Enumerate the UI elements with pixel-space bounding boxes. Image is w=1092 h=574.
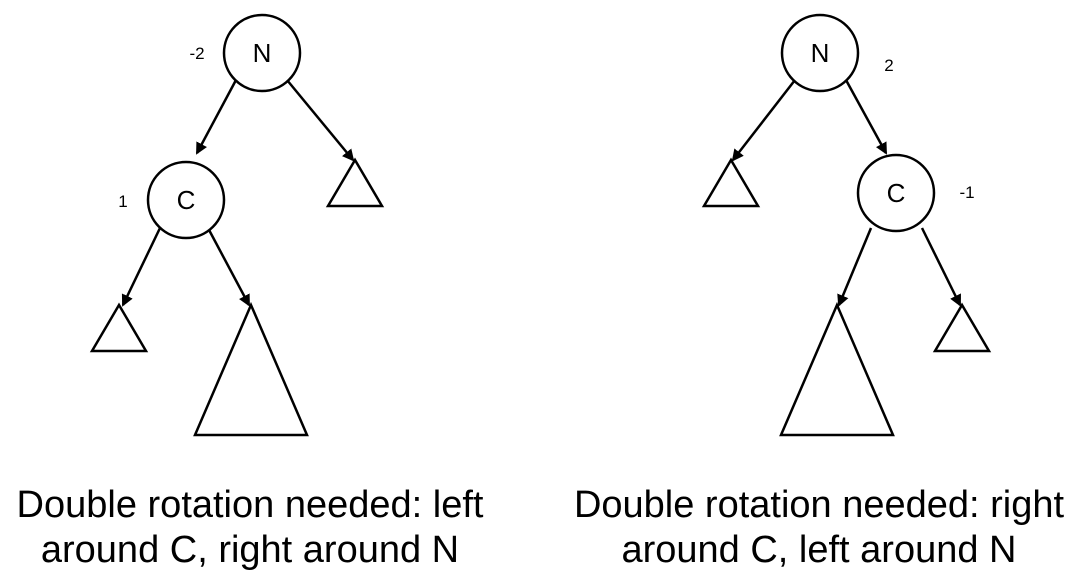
left-caption-line2: around C, right around N (41, 529, 459, 571)
right-root-label: N (811, 38, 830, 68)
left-root-balance: -2 (189, 44, 204, 63)
right-caption-line2: around C, left around N (621, 529, 1016, 571)
right-tree: N 2 C -1 Double rotation needed: right a… (574, 13, 1065, 571)
right-large-subtree-triangle (779, 301, 895, 437)
right-child-balance: -1 (959, 183, 974, 202)
left-tree: N -2 C 1 Double rotation needed: left ar… (17, 13, 484, 571)
left-child-balance: 1 (118, 192, 127, 211)
left-caption-line1: Double rotation needed: left (17, 484, 484, 526)
left-child-label: C (177, 185, 196, 215)
right-root-balance: 2 (884, 56, 893, 75)
left-root-node: N (222, 13, 302, 93)
left-small-subtree-triangle (89, 302, 149, 353)
right-child-label: C (887, 178, 906, 208)
left-root-label: N (253, 38, 272, 68)
right-edge-n-to-left-subtree (731, 79, 796, 162)
right-edge-c-to-small-subtree (920, 227, 962, 307)
left-edge-n-to-right-subtree (286, 79, 355, 162)
right-edge-c-to-large-subtree (837, 227, 873, 307)
left-edge-c-to-small-subtree (121, 227, 162, 307)
left-right-subtree-triangle (325, 157, 385, 208)
right-root-node: N (780, 13, 860, 93)
right-left-subtree-triangle (701, 157, 761, 208)
right-caption-line1: Double rotation needed: right (574, 484, 1065, 526)
left-child-node: C (146, 160, 226, 240)
right-child-node: C (856, 153, 936, 233)
right-edge-n-to-c (844, 79, 888, 155)
right-small-subtree-triangle (932, 302, 992, 353)
left-edge-n-to-c (195, 79, 238, 155)
left-large-subtree-triangle (193, 301, 309, 437)
left-edge-c-to-large-subtree (206, 227, 251, 307)
